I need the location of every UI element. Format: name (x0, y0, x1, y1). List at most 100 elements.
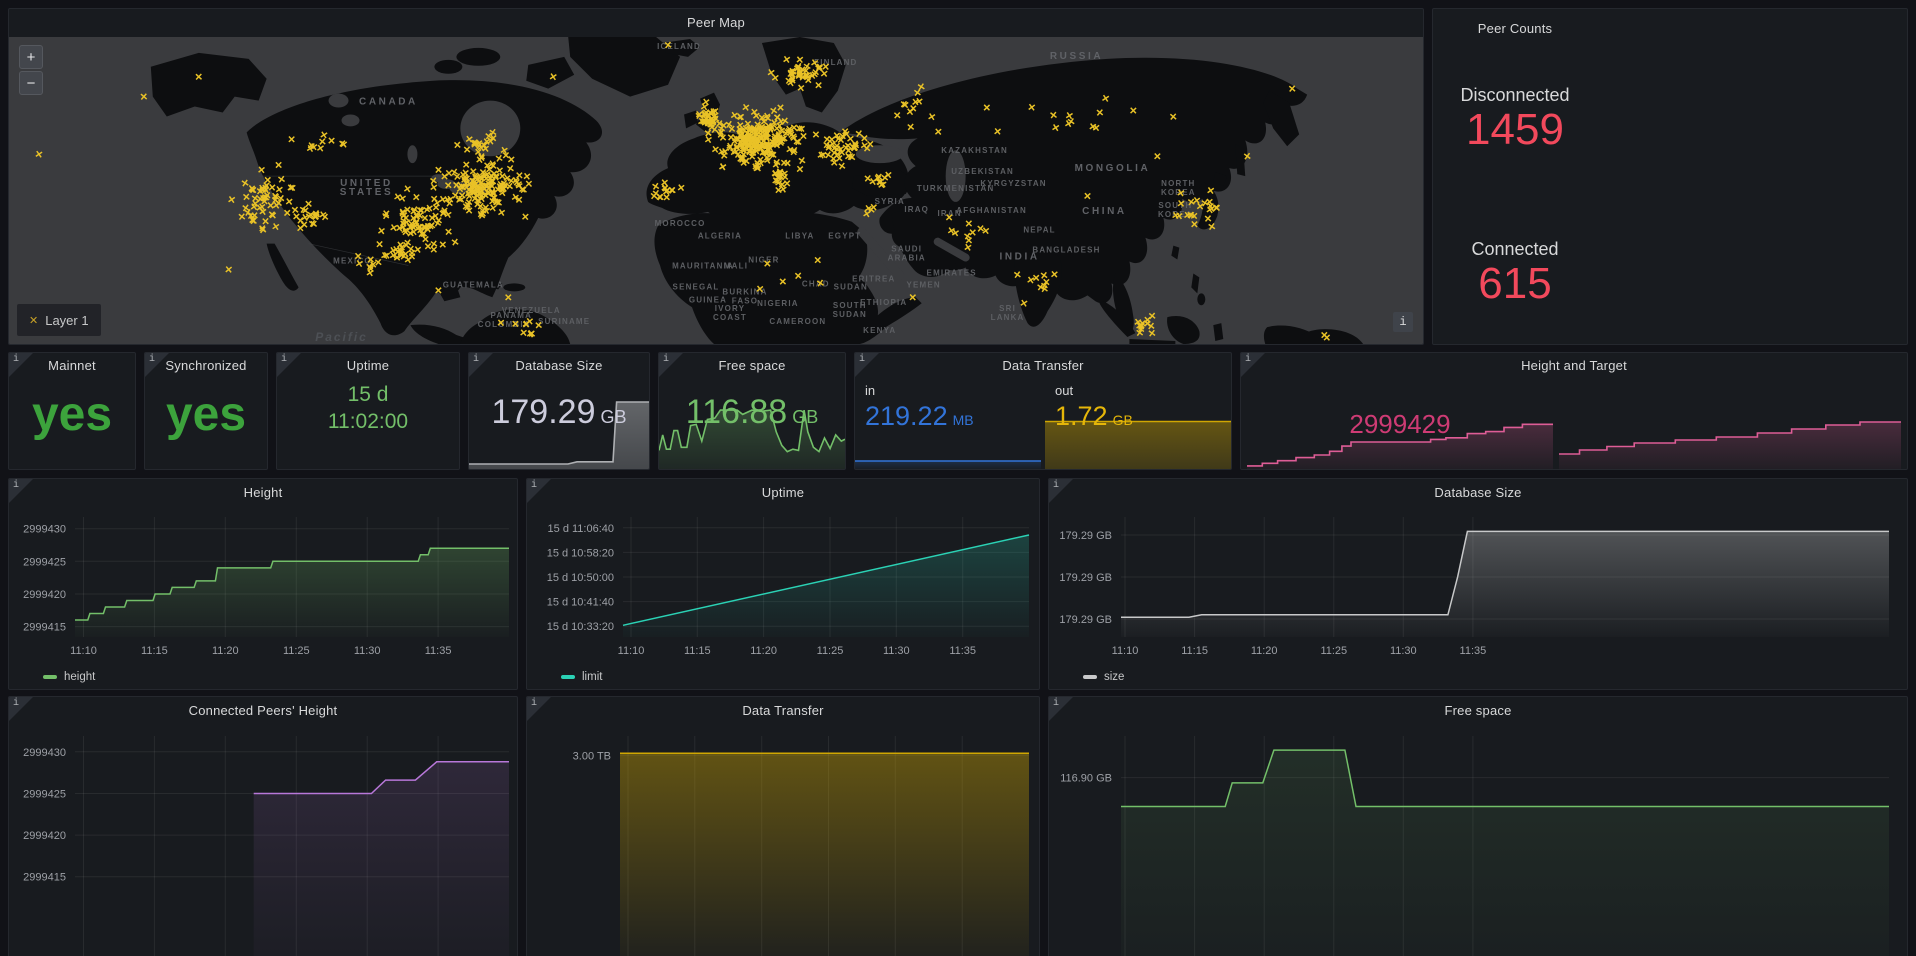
svg-text:11:20: 11:20 (1251, 645, 1278, 657)
svg-text:AFGHANISTAN: AFGHANISTAN (956, 206, 1027, 215)
uptime-chart[interactable]: 15 d 11:06:40 15 d 10:58:20 15 d 10:50:00 1… (527, 479, 1039, 689)
svg-text:15 d 10:33:20: 15 d 10:33:20 (547, 621, 614, 633)
panel-title: Synchronized (165, 357, 247, 373)
svg-text:YEMEN: YEMEN (907, 280, 941, 289)
database-size-value: 179.29 GB (491, 393, 627, 431)
svg-text:CHAD: CHAD (802, 279, 830, 288)
panel-info-icon[interactable]: i (527, 697, 551, 721)
target-sparkline (1559, 419, 1901, 469)
svg-text:KYRGYZSTAN: KYRGYZSTAN (980, 179, 1046, 188)
svg-text:VENEZUELA: VENEZUELA (502, 306, 561, 315)
out-sparkline (1045, 419, 1231, 469)
height-sparkline (1247, 417, 1553, 469)
marker-x-icon: ✕ (29, 314, 39, 327)
svg-text:15 d 11:06:40: 15 d 11:06:40 (548, 523, 614, 535)
svg-text:GUATEMALA: GUATEMALA (443, 280, 504, 289)
svg-text:116.90 GB: 116.90 GB (1060, 773, 1112, 785)
chart-panel-connected-peers-height: i Connected Peers' Height 2999430 2999425… (8, 696, 518, 956)
height-chart[interactable]: 2999430 2999425 2999420 2999415 11:10 11:15 11… (9, 479, 517, 689)
svg-text:SUDAN: SUDAN (834, 282, 868, 291)
peer-counts-content: Peer Counts Disconnected 1459 Connected … (1439, 15, 1591, 309)
panel-title: Database Size (515, 357, 603, 373)
panel-title: Mainnet (48, 357, 96, 373)
panel-title: Peer Map (687, 14, 745, 30)
legend-label: limit (582, 671, 603, 683)
svg-text:SYRIA: SYRIA (875, 197, 905, 206)
out-value: 1.72 GB (1055, 401, 1133, 431)
panel-info-icon[interactable]: i (277, 353, 301, 377)
panel-title: Database Size (1434, 484, 1522, 500)
map-zoom-out-button[interactable]: − (19, 71, 43, 95)
stat-panel-synchronized: i Synchronized yes (144, 352, 268, 470)
svg-text:2999415: 2999415 (23, 622, 66, 634)
stat-panel-height-and-target: i Height and Target 2999429 (1240, 352, 1908, 470)
legend-item[interactable]: height (43, 671, 95, 683)
svg-text:11:35: 11:35 (949, 645, 976, 657)
in-label: in (865, 383, 876, 398)
panel-title: Data Transfer (1002, 357, 1084, 373)
svg-text:RUSSIA: RUSSIA (1050, 51, 1103, 62)
panel-info-icon[interactable]: i (1049, 479, 1073, 503)
chart-panel-height: i Height 2999430 2999425 2999420 2999415 11:… (8, 478, 518, 690)
legend-label: size (1104, 671, 1125, 683)
svg-text:11:10: 11:10 (70, 645, 97, 657)
svg-text:LIBYA: LIBYA (785, 232, 814, 241)
map-layer-toggle[interactable]: ✕ Layer 1 (17, 304, 101, 336)
mainnet-value: yes (31, 388, 113, 441)
panel-info-icon[interactable]: i (659, 353, 683, 377)
panel-info-icon[interactable]: i (9, 479, 33, 503)
legend-swatch-icon (561, 675, 575, 679)
chart-legend: size (1083, 671, 1124, 683)
svg-text:CAMEROON: CAMEROON (769, 317, 826, 326)
map-attribution-info-button[interactable]: i (1393, 312, 1413, 332)
svg-text:2999430: 2999430 (23, 524, 66, 536)
svg-text:2999420: 2999420 (23, 830, 66, 842)
disconnected-label: Disconnected (1460, 85, 1570, 105)
panel-info-icon[interactable]: i (527, 479, 551, 503)
panel-info-icon[interactable]: i (1241, 353, 1265, 377)
database-size-chart[interactable]: 179.29 GB 179.29 GB 179.29 GB 11:10 11:15 11:… (1049, 479, 1907, 689)
database-size-sparkline (469, 397, 649, 469)
panel-title: Height and Target (1521, 357, 1627, 373)
panel-info-icon[interactable]: i (9, 697, 33, 721)
chart-panel-database-size: i Database Size 179.29 GB 179.29 GB 179.29… (1048, 478, 1908, 690)
panel-info-icon[interactable]: i (469, 353, 493, 377)
height-value: 2999429 (1349, 409, 1451, 439)
panel-info-icon[interactable]: i (1049, 697, 1073, 721)
synchronized-value: yes (165, 388, 247, 441)
legend-item[interactable]: size (1083, 671, 1124, 683)
uptime-value: 15 d 11:02:00 (327, 383, 409, 433)
stat-panel-database-size: i Database Size 179.29 GB (468, 352, 650, 470)
legend-item[interactable]: limit (561, 671, 602, 683)
chart-legend: limit (561, 671, 602, 683)
legend-swatch-icon (43, 675, 57, 679)
panel-title: Free space (1444, 702, 1512, 718)
connected-peers-height-chart[interactable]: 299943029994252999420299941511:1011:1511… (9, 697, 517, 956)
svg-text:11:30: 11:30 (1390, 645, 1417, 657)
in-value: 219.22 MB (865, 401, 974, 431)
svg-text:UZBEKISTAN: UZBEKISTAN (951, 167, 1014, 176)
svg-text:IRAQ: IRAQ (904, 205, 929, 214)
map-borders (258, 175, 487, 266)
panel-info-icon[interactable]: i (145, 353, 169, 377)
stat-panel-data-transfer: i Data Transfer in 219.22 MB out 1.72 GB (854, 352, 1232, 470)
world-map[interactable]: CANADA UNITED STATES MEXICO GUATEMALA PANAMA C… (9, 37, 1423, 344)
panel-info-icon[interactable]: i (9, 353, 33, 377)
svg-text:15 d 10:41:40: 15 d 10:41:40 (547, 597, 614, 609)
panel-info-icon[interactable]: i (855, 353, 879, 377)
svg-text:179.29 GB: 179.29 GB (1059, 530, 1112, 542)
map-zoom-in-button[interactable]: + (19, 45, 43, 69)
svg-text:11:20: 11:20 (212, 645, 239, 657)
svg-text:EMIRATES: EMIRATES (927, 268, 977, 277)
legend-label: height (64, 671, 96, 683)
peer-map-panel: Peer Map (8, 8, 1424, 345)
peer-markers (35, 41, 1331, 341)
svg-text:ETHIOPIA: ETHIOPIA (860, 298, 907, 307)
